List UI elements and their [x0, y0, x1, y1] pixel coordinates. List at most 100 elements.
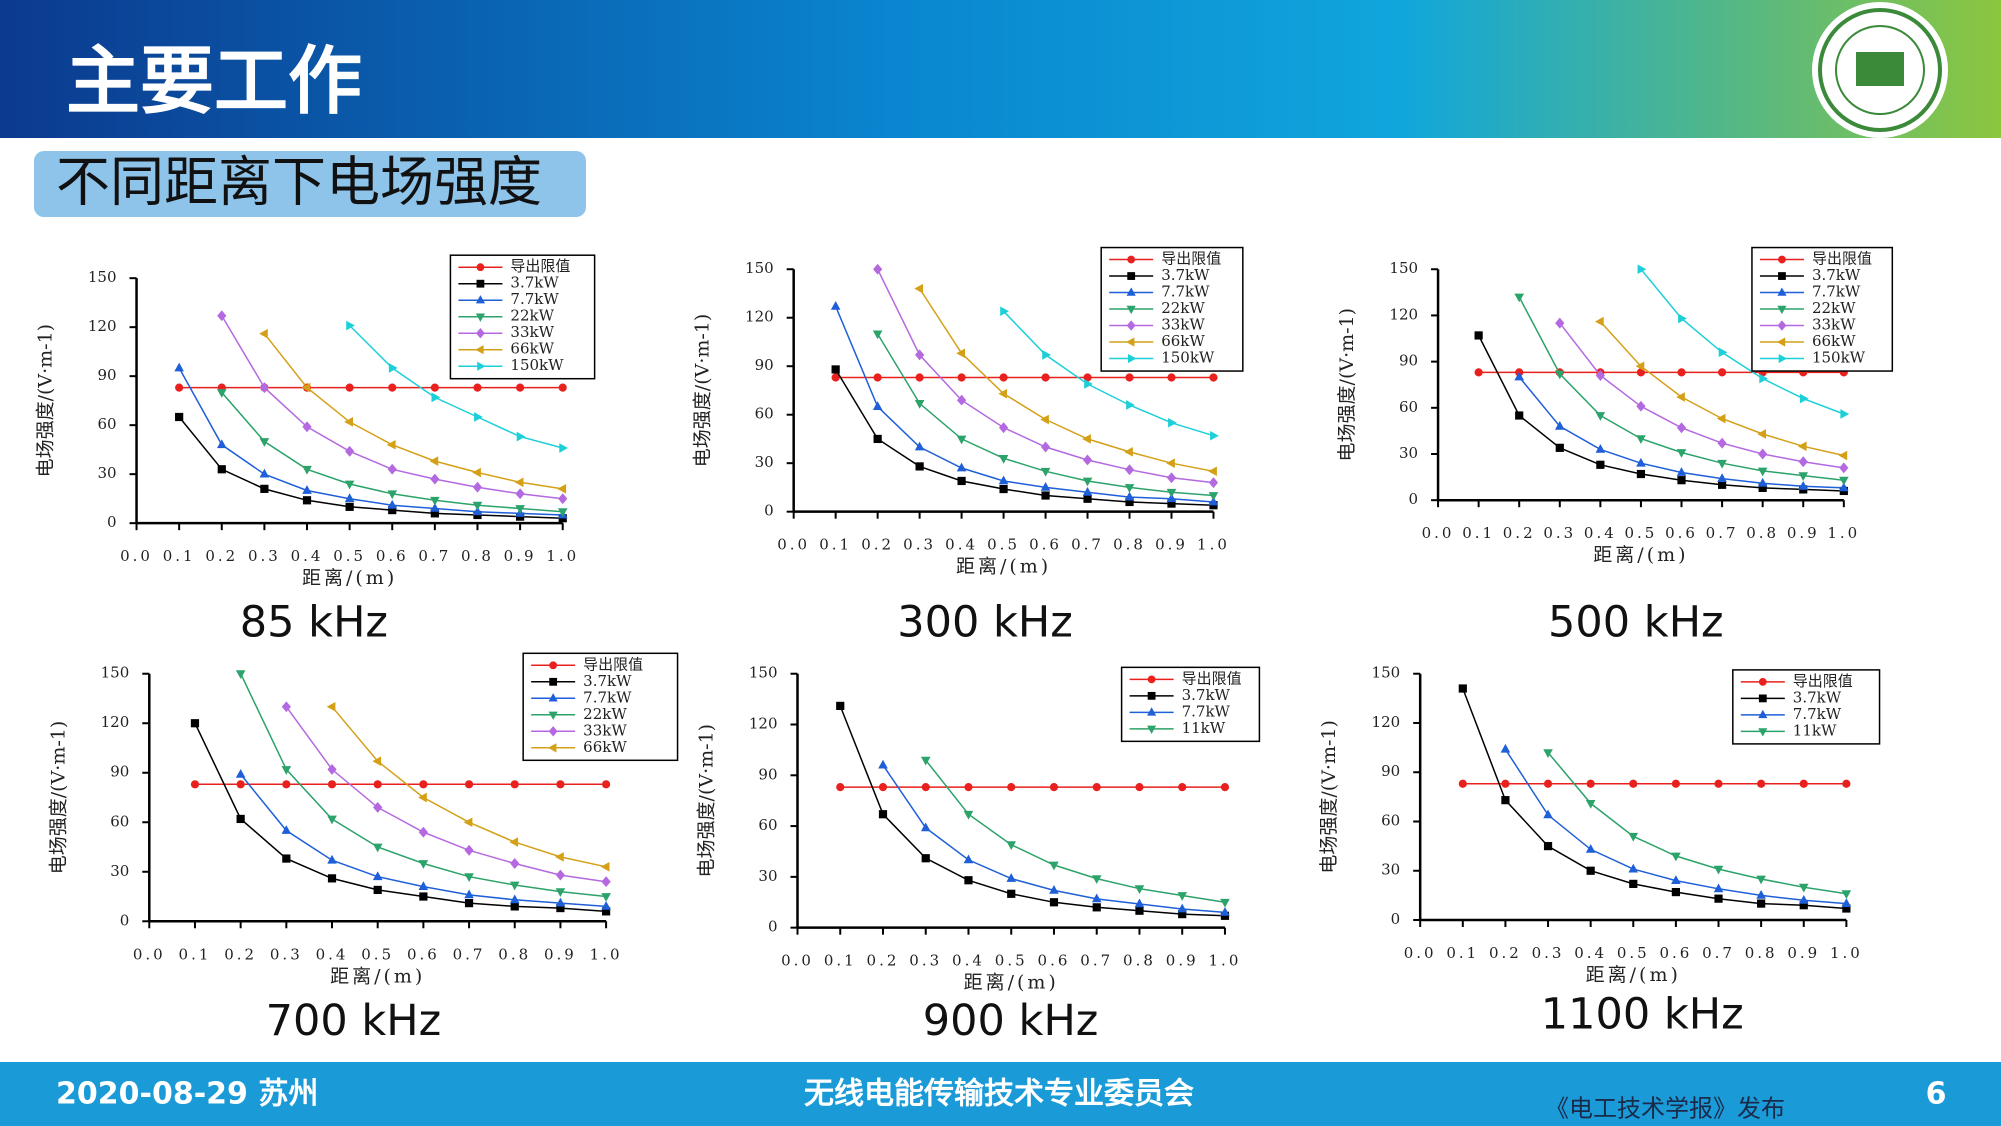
x-tick-label: 0.7: [453, 945, 486, 963]
marker: [1500, 743, 1511, 753]
marker: [472, 467, 481, 478]
marker: [327, 874, 337, 883]
marker: [1007, 889, 1016, 898]
marker: [1208, 466, 1217, 477]
legend-label: 导出限值: [1161, 250, 1221, 268]
marker: [998, 475, 1009, 485]
x-tick-label: 0.0: [781, 952, 814, 970]
marker: [1713, 865, 1724, 875]
marker: [1124, 464, 1135, 476]
x-tick-label: 0.2: [224, 945, 257, 963]
marker: [1555, 443, 1564, 452]
series-line: [285, 706, 607, 883]
marker: [431, 392, 441, 403]
x-tick-label: 0.3: [909, 952, 942, 970]
x-tick-label: 0.9: [504, 547, 537, 565]
x-tick-label: 0.9: [1787, 944, 1820, 962]
legend-label: 33kW: [1812, 316, 1856, 334]
marker: [259, 382, 269, 394]
marker: [475, 313, 486, 322]
marker: [477, 361, 486, 371]
x-tick-label: 0.3: [1543, 524, 1576, 542]
marker: [259, 468, 270, 478]
legend-label: 66kW: [583, 738, 627, 756]
marker: [373, 885, 382, 895]
marker: [1677, 368, 1686, 377]
marker: [386, 439, 396, 450]
marker: [373, 801, 383, 813]
marker: [1758, 694, 1767, 703]
marker: [344, 493, 355, 502]
x-tick-label: 0.4: [291, 547, 324, 565]
series-line: [1003, 310, 1214, 437]
marker: [1040, 441, 1051, 453]
marker: [1676, 467, 1687, 476]
y-tick-label: 0: [107, 513, 117, 531]
marker: [1671, 779, 1680, 788]
marker: [1040, 467, 1051, 477]
marker: [1092, 783, 1101, 792]
x-tick-label: 0.7: [1071, 536, 1104, 554]
marker: [1082, 477, 1093, 487]
marker: [509, 894, 520, 904]
marker: [1041, 491, 1050, 500]
marker: [175, 383, 184, 392]
chart: 0 30 60 90 120 150 0.0 0.1 0.2 0.3 0.4 0.5 0.6 0.7 0.8…: [1336, 246, 1894, 648]
marker: [836, 701, 845, 710]
marker: [1839, 482, 1849, 492]
legend-label: 22kW: [1812, 299, 1856, 317]
marker: [472, 506, 483, 516]
marker: [515, 505, 525, 514]
marker: [1756, 875, 1766, 885]
series-line: [839, 705, 1226, 917]
marker: [1124, 484, 1135, 493]
series-line: [1640, 268, 1845, 415]
marker: [878, 810, 888, 819]
y-tick-label: 150: [749, 664, 778, 682]
marker: [914, 400, 925, 409]
marker: [1049, 861, 1059, 871]
chart: 0 30 60 90 120 150 0.0 0.1 0.2 0.3 0.4 0.5 0.6 0.7 0.8…: [696, 664, 1261, 1046]
y-tick-label: 150: [101, 664, 130, 682]
marker: [1177, 892, 1188, 901]
marker: [282, 854, 291, 863]
marker: [1758, 728, 1768, 737]
marker: [516, 431, 526, 442]
x-tick-label: 0.2: [205, 547, 238, 565]
marker: [1082, 486, 1093, 496]
marker: [387, 499, 398, 509]
marker: [1126, 305, 1136, 315]
marker: [463, 817, 473, 828]
marker: [602, 780, 611, 789]
marker: [1147, 691, 1156, 700]
marker: [1628, 863, 1639, 873]
marker: [514, 477, 524, 488]
x-tick-label: 0.8: [1746, 524, 1779, 542]
marker: [549, 677, 558, 686]
marker: [878, 783, 888, 792]
legend-label: 22kW: [583, 705, 627, 723]
y-axis-label: 电场强度/(V·m-1): [1318, 720, 1340, 874]
chart-caption: 85 kHz: [240, 598, 388, 648]
marker: [418, 881, 429, 890]
marker: [1596, 460, 1605, 469]
chart-caption: 300 kHz: [897, 598, 1073, 648]
legend-label: 导出限值: [1182, 669, 1242, 687]
marker: [915, 373, 924, 382]
x-tick-label: 0.1: [819, 536, 852, 554]
marker: [548, 743, 557, 753]
marker: [1718, 347, 1728, 358]
x-tick-label: 0.8: [1123, 952, 1156, 970]
marker: [1040, 414, 1049, 425]
x-tick-label: 0.9: [1787, 524, 1820, 542]
marker: [282, 780, 291, 789]
marker: [1842, 779, 1851, 788]
marker: [1798, 894, 1809, 904]
y-tick-label: 30: [110, 862, 129, 880]
marker: [1717, 473, 1727, 482]
marker: [1514, 371, 1525, 381]
marker: [217, 465, 226, 474]
marker: [878, 759, 888, 769]
marker: [1474, 368, 1483, 377]
